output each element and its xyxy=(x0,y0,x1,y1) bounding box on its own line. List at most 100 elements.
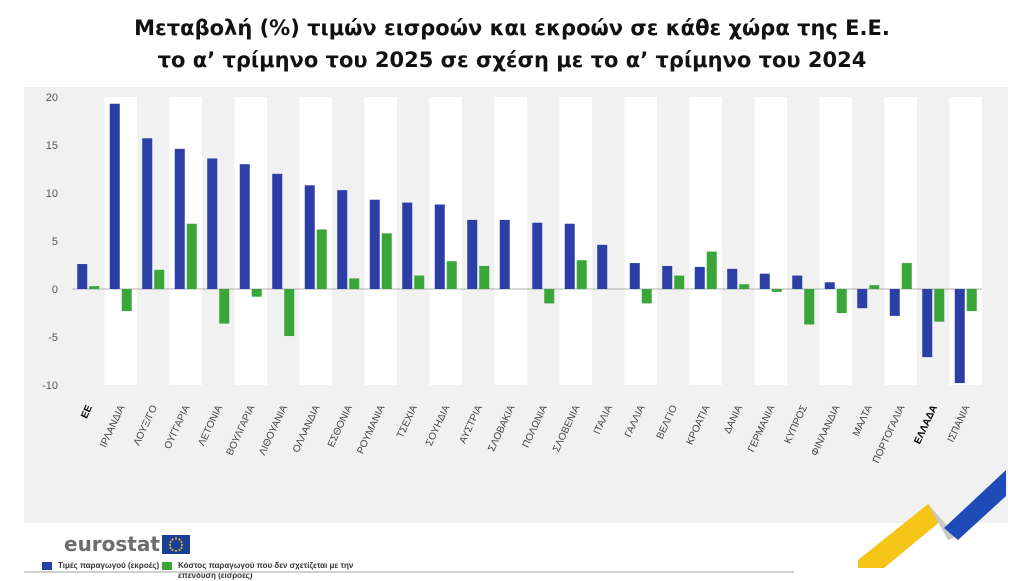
x-tick-label: ΤΣΕΧΙΑ xyxy=(395,403,420,440)
x-tick-label: ΕΛΛΑΔΑ xyxy=(912,404,940,446)
y-tick-label: -5 xyxy=(48,332,58,344)
bar-producer-prices-22 xyxy=(792,275,803,289)
band-19 xyxy=(689,97,722,385)
footer-divider xyxy=(24,571,794,573)
bar-producer-prices-27 xyxy=(954,289,965,384)
bar-producer-prices-13 xyxy=(499,219,510,289)
x-tick-label: ΠΟΡΤΟΓΑΛΙΑ xyxy=(871,403,908,465)
y-tick-label: 20 xyxy=(46,92,58,104)
bar-producer-prices-17 xyxy=(629,263,640,289)
legend-swatch-blue xyxy=(42,562,52,570)
y-tick-label: -10 xyxy=(42,380,58,392)
bar-producer-costs-15 xyxy=(576,260,587,289)
chart-title-line-2: το α’ τρίμηνο του 2025 σε σχέση με το α’… xyxy=(157,48,867,72)
legend-label-producer-prices: Τιμές παραγωγού (εκροές) xyxy=(58,561,160,570)
chart-title-line-1: Μεταβολή (%) τιμών εισροών και εκροών σε… xyxy=(134,16,890,40)
band-7 xyxy=(299,97,332,385)
x-tick-label: ΛΟΥΞ/ΓΟ xyxy=(132,403,160,447)
x-tick-label: ΑΥΣΤΡΙΑ xyxy=(458,403,485,445)
bar-producer-prices-16 xyxy=(597,244,608,289)
x-tick-label: ΟΥΓΓΑΡΙΑ xyxy=(163,403,193,451)
x-tick-label: ΒΟΥΛΓΑΡΙΑ xyxy=(225,403,258,457)
x-tick-label: ΣΛΟΒΑΚΙΑ xyxy=(486,403,517,453)
x-tick-label: ΣΛΟΒΕΝΙΑ xyxy=(551,403,582,454)
band-23 xyxy=(819,97,852,385)
band-11 xyxy=(429,97,462,385)
bar-producer-prices-14 xyxy=(532,222,543,289)
bar-producer-prices-3 xyxy=(174,148,185,289)
y-tick-label: 0 xyxy=(52,284,58,296)
bar-producer-costs-24 xyxy=(869,285,880,289)
bar-producer-prices-9 xyxy=(369,199,380,289)
bar-producer-costs-17 xyxy=(641,289,652,304)
bar-producer-costs-26 xyxy=(934,289,945,322)
x-tick-label: ΓΑΛΛΙΑ xyxy=(623,403,648,439)
bar-producer-costs-12 xyxy=(479,265,490,289)
y-tick-label: 10 xyxy=(46,188,58,200)
x-tick-label: ΛΕΤΟΝΙΑ xyxy=(197,403,226,448)
bar-producer-costs-6 xyxy=(284,289,295,337)
bar-producer-costs-4 xyxy=(219,289,230,324)
x-tick-label: ΚΡΟΑΤΙΑ xyxy=(685,403,713,446)
bar-producer-costs-19 xyxy=(706,251,717,289)
bar-producer-costs-18 xyxy=(674,275,685,289)
bar-producer-costs-10 xyxy=(414,275,425,289)
x-tick-label: ΙΤΑΛΙΑ xyxy=(592,403,615,436)
band-21 xyxy=(754,97,787,385)
bar-producer-prices-10 xyxy=(402,202,413,289)
bar-producer-costs-20 xyxy=(739,284,750,289)
bar-producer-prices-6 xyxy=(272,173,283,289)
brand-chevron-logo-icon xyxy=(858,470,1006,568)
x-tick-label: ΜΑΛΤΑ xyxy=(851,403,875,438)
bar-producer-costs-8 xyxy=(349,278,360,289)
chart-panel: 20 15 10 5 0 -5 -10 ΕΕ ΙΡΛΑΝΔΙΑ ΛΟΥΞ/ΓΟ ΟΥΓΓΑΡΙΑ ΛΕ… xyxy=(24,87,1008,580)
bar-producer-prices-23 xyxy=(824,282,835,289)
band-13 xyxy=(494,97,527,385)
band-9 xyxy=(364,97,397,385)
bar-producer-prices-0 xyxy=(77,264,88,289)
band-5 xyxy=(234,97,267,385)
x-tick-label: ΟΛΛΑΝΔΙΑ xyxy=(291,403,323,454)
bar-producer-prices-7 xyxy=(304,185,315,289)
x-tick-label: ΙΡΛΑΝΔΙΑ xyxy=(98,403,127,449)
y-tick-label: 5 xyxy=(52,236,58,248)
bar-producer-costs-9 xyxy=(381,233,392,289)
x-tick-label: ΕΣΘΟΝΙΑ xyxy=(326,403,355,449)
bar-producer-costs-22 xyxy=(804,289,815,325)
x-tick-label: ΕΕ xyxy=(79,403,95,420)
bar-producer-prices-8 xyxy=(337,190,348,289)
x-tick-label: ΛΙΘΟΥΑΝΙΑ xyxy=(257,403,290,457)
bar-producer-costs-25 xyxy=(901,263,912,289)
bar-producer-prices-11 xyxy=(434,204,445,289)
bar-producer-prices-25 xyxy=(889,289,900,316)
band-3 xyxy=(169,97,202,385)
x-tick-label: ΒΕΛΓΙΟ xyxy=(655,403,680,441)
band-1 xyxy=(104,97,137,385)
x-tick-label: ΚΥΠΡΟΣ xyxy=(783,404,810,446)
bar-producer-prices-2 xyxy=(142,138,153,289)
bar-producer-prices-1 xyxy=(109,103,120,289)
x-tick-label: ΣΟΥΗΔΙΑ xyxy=(424,403,453,448)
x-tick-label: ΓΕΡΜΑΝΙΑ xyxy=(746,403,777,454)
band-27 xyxy=(949,97,982,385)
eurostat-wordmark: eurostat xyxy=(64,532,160,556)
x-tick-label: ΠΟΛΩΝΙΑ xyxy=(521,403,550,449)
eurostat-logo: eurostat xyxy=(64,532,190,556)
chart-title: Μεταβολή (%) τιμών εισροών και εκροών σε… xyxy=(0,12,1024,76)
bar-producer-prices-12 xyxy=(467,219,478,289)
bar-producer-prices-5 xyxy=(239,164,250,289)
bar-producer-prices-18 xyxy=(662,265,673,289)
eu-flag-icon xyxy=(161,534,190,554)
bar-producer-costs-0 xyxy=(89,286,100,289)
bar-producer-prices-4 xyxy=(207,158,218,289)
x-tick-label: ΡΟΥΜΑΝΙΑ xyxy=(355,403,387,455)
bar-producer-costs-5 xyxy=(251,289,262,297)
bar-producer-costs-3 xyxy=(186,223,197,289)
bar-chart: 20 15 10 5 0 -5 -10 ΕΕ ΙΡΛΑΝΔΙΑ ΛΟΥΞ/ΓΟ ΟΥΓΓΑΡΙΑ ΛΕ… xyxy=(42,92,982,465)
bar-producer-costs-7 xyxy=(316,229,327,289)
y-tick-label: 15 xyxy=(46,140,58,152)
band-25 xyxy=(884,97,917,385)
bar-producer-prices-24 xyxy=(857,289,868,309)
bar-producer-prices-19 xyxy=(694,266,705,289)
x-tick-label: ΙΣΠΑΝΙΑ xyxy=(946,403,973,444)
